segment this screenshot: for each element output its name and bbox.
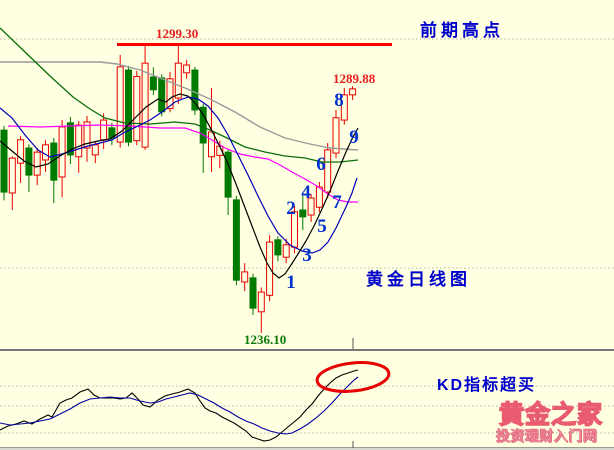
candle-down xyxy=(125,69,132,143)
candle-up xyxy=(17,139,25,164)
wave-label-3: 3 xyxy=(302,245,312,266)
candle-up xyxy=(183,64,191,74)
candle-up xyxy=(324,149,332,193)
candle-up xyxy=(349,88,357,96)
candle-up xyxy=(100,119,108,141)
wave-label-7: 7 xyxy=(332,192,342,213)
bottom-edge xyxy=(0,448,614,450)
candle-up xyxy=(141,62,149,148)
ma-black xyxy=(0,93,359,279)
candle-down xyxy=(274,239,282,256)
resistance-price-label: 1299.30 xyxy=(156,26,199,41)
candle-down xyxy=(0,129,8,193)
candle-up xyxy=(133,75,141,142)
candle-down xyxy=(191,69,199,111)
candle-up xyxy=(42,144,49,161)
candle-up xyxy=(8,157,16,194)
current-price-label: 1289.88 xyxy=(333,71,376,86)
candle-up xyxy=(241,271,249,283)
ma-gray xyxy=(0,61,359,151)
candle-up xyxy=(116,66,124,143)
candle-up xyxy=(282,244,290,258)
wave-label-8: 8 xyxy=(334,90,344,111)
overbought-circle xyxy=(315,361,391,393)
wave-label-9: 9 xyxy=(349,127,359,148)
chart-title: 黄金日线图 xyxy=(366,270,471,289)
candle-up xyxy=(332,117,340,154)
watermark-site-subtitle: 投资理财入门网 xyxy=(496,428,598,444)
candle-up xyxy=(315,186,323,208)
candle-down xyxy=(149,76,157,91)
wave-label-6: 6 xyxy=(316,154,326,175)
ma-green xyxy=(0,27,359,163)
swing-low-price-label: 1236.10 xyxy=(244,332,287,347)
candle-down xyxy=(232,199,240,281)
candle-up xyxy=(91,144,99,156)
d-line xyxy=(0,376,359,435)
wave-label-5: 5 xyxy=(317,216,327,237)
candle-up xyxy=(307,197,315,216)
candle-down xyxy=(199,106,207,144)
wave-label-4: 4 xyxy=(301,182,311,203)
candle-up xyxy=(174,62,182,99)
kd-overbought-label: KD指标超买 xyxy=(437,377,537,394)
k-line xyxy=(0,369,359,442)
candle-down xyxy=(158,77,166,113)
ma-magenta xyxy=(7,124,358,203)
candle-down xyxy=(224,151,232,198)
candle-up xyxy=(166,78,174,110)
watermark-site-name: 黄金之家 xyxy=(498,401,604,429)
ma-blue xyxy=(0,96,358,254)
candle-up xyxy=(208,131,215,158)
candle-down xyxy=(66,122,74,156)
wave-label-2: 2 xyxy=(286,198,296,219)
wave-label-1: 1 xyxy=(286,272,296,293)
candle-up xyxy=(83,121,91,149)
candle-up xyxy=(266,241,274,296)
candle-down xyxy=(299,209,307,218)
candle-up xyxy=(58,126,66,178)
candle-up xyxy=(340,94,348,121)
candle-up xyxy=(257,291,265,313)
candle-up xyxy=(33,151,41,176)
previous-high-label: 前期高点 xyxy=(420,21,504,40)
candle-down xyxy=(25,147,33,176)
candle-down xyxy=(249,277,257,309)
candle-up xyxy=(75,124,83,158)
